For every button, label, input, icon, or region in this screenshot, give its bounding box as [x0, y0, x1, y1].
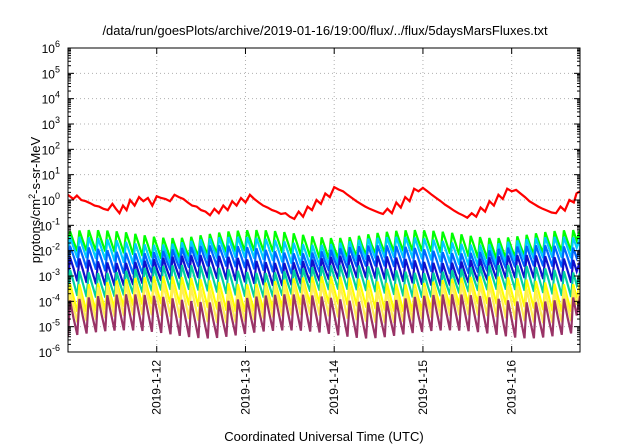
plot-frame [67, 47, 581, 353]
y-tick-label-base: 10 [42, 143, 56, 157]
x-tick-label: 2019-1-16 [505, 360, 519, 415]
y-tick-label-base: 10 [42, 118, 56, 132]
y-tick-label-base: 10 [39, 245, 53, 259]
x-tick-label: 2019-1-13 [238, 360, 252, 415]
y-tick-label-exp: 5 [55, 64, 60, 74]
x-tick-label: 2019-1-15 [416, 360, 430, 415]
series-group [68, 185, 580, 339]
y-tick-label-base: 10 [39, 295, 53, 309]
y-tick-label: 101 [42, 166, 60, 183]
y-tick-label-base: 10 [42, 42, 56, 56]
y-tick-label-base: 10 [42, 67, 56, 81]
y-tick-label: 104 [42, 90, 60, 107]
y-tick-label: 10-5 [39, 318, 60, 335]
y-tick-label-exp: 0 [55, 191, 60, 201]
series-line-0 [68, 185, 580, 221]
y-tick-label-base: 10 [39, 219, 53, 233]
x-tick-label: 2019-1-12 [150, 360, 164, 415]
y-tick-label: 105 [42, 64, 60, 81]
y-tick-label: 10-3 [39, 267, 60, 284]
y-tick-label-exp: -2 [52, 242, 60, 252]
y-axis-label: protons/cm2-s-sr-MeV [27, 136, 43, 263]
y-tick-label-exp: -1 [52, 216, 60, 226]
y-axis-label-sup: 2 [27, 194, 37, 199]
y-tick-label-base: 10 [39, 321, 53, 335]
x-axis-label: Coordinated Universal Time (UTC) [224, 429, 423, 444]
y-tick-label: 103 [42, 115, 60, 132]
y-tick-label-exp: -5 [52, 318, 60, 328]
x-tick-label: 2019-1-14 [327, 360, 341, 415]
y-tick-label: 100 [42, 191, 60, 208]
y-tick-label-exp: 6 [55, 39, 60, 49]
y-tick-labels: 10-610-510-410-310-210-11001011021031041… [39, 39, 60, 360]
y-tick-label-base: 10 [42, 194, 56, 208]
x-tick-labels: 2019-1-12 2019-1-13 2019-1-14 2019-1-15 2019… [150, 360, 519, 415]
y-tick-label-exp: -4 [52, 292, 60, 302]
y-axis-label-rest: -s-sr-MeV [28, 136, 43, 193]
y-axis-label-base: protons/cm [28, 199, 43, 263]
y-tick-label: 10-4 [39, 292, 60, 309]
y-tick-label: 10-1 [39, 216, 60, 233]
y-tick-label-exp: -3 [52, 267, 60, 277]
y-tick-label: 106 [42, 39, 60, 56]
y-tick-label: 10-2 [39, 242, 60, 259]
y-tick-label-base: 10 [42, 93, 56, 107]
axes [67, 47, 581, 353]
chart-title: /data/run/goesPlots/archive/2019-01-16/1… [102, 23, 548, 38]
y-tick-label-exp: -6 [52, 343, 60, 353]
y-tick-label-base: 10 [39, 270, 53, 284]
y-tick-label-exp: 1 [55, 166, 60, 176]
series-line-8 [68, 294, 580, 339]
y-tick-label-exp: 3 [55, 115, 60, 125]
y-tick-label-exp: 4 [55, 90, 60, 100]
y-tick-label-base: 10 [39, 346, 53, 360]
y-tick-label-exp: 2 [55, 140, 60, 150]
y-tick-label-base: 10 [42, 169, 56, 183]
y-tick-label: 10-6 [39, 343, 60, 360]
y-tick-label: 102 [42, 140, 60, 157]
